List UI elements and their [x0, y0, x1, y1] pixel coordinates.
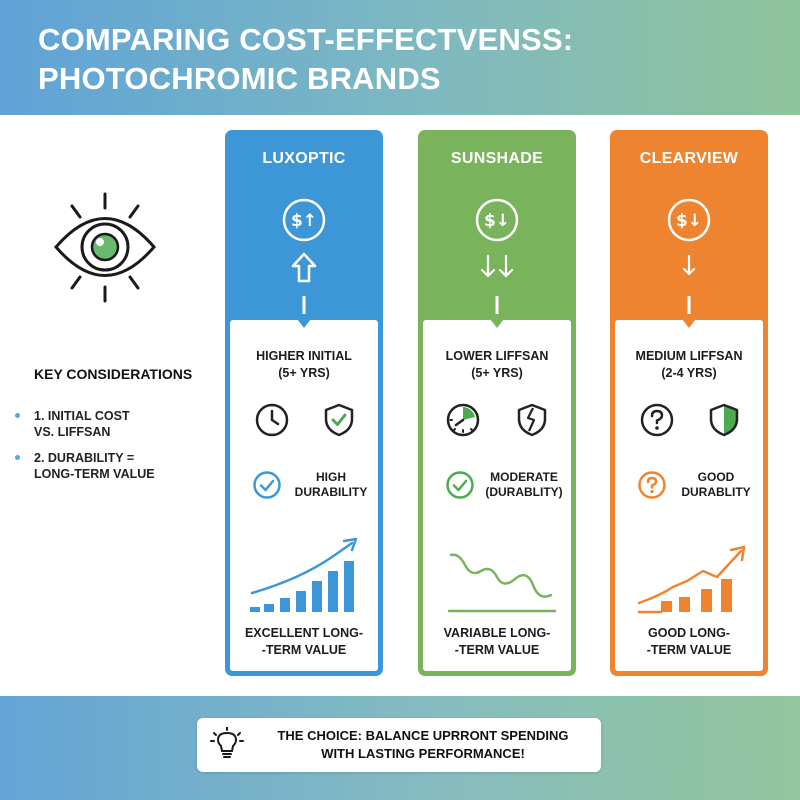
- double-arrow-down-icon: [480, 254, 514, 278]
- lifespan-text: LOWER LIFFSAN (5+ YRS): [445, 349, 549, 380]
- conclusion-text: THE CHOICE: BALANCE UPRRONT SPENDING WIT…: [277, 728, 569, 761]
- rising-bars-chart: [250, 537, 358, 612]
- conclusion-box: THE CHOICE: BALANCE UPRRONT SPENDING WIT…: [197, 718, 601, 772]
- consideration-item: 1. INITIAL COST VS. LIFFSAN: [14, 408, 214, 440]
- question-circle-icon: [640, 403, 674, 437]
- brand-name: LUXOPTIC: [262, 150, 346, 167]
- cost-down-icon: $↓: [475, 198, 519, 242]
- key-considerations-title: KEY CONSIDERATIONS: [34, 366, 193, 382]
- feature-icons: [423, 398, 571, 442]
- card-body: HIGHER INITIAL (5+ YRS) HIGH DURABILITY: [230, 319, 378, 671]
- pie-clock-icon: [446, 403, 480, 437]
- notch-pointer: [490, 319, 504, 328]
- connector-line: [302, 296, 306, 314]
- check-circle-icon: [253, 471, 281, 499]
- card-body: LOWER LIFFSAN (5+ YRS) MODERATE (DURABLI…: [423, 319, 571, 671]
- check-circle-icon: [446, 471, 474, 499]
- feature-icons: [615, 398, 763, 442]
- header-banner: COMPARING COST-EFFECTVENSS: PHOTOCHROMIC…: [0, 0, 800, 115]
- cracked-shield-icon: [517, 403, 547, 437]
- svg-text:$↓: $↓: [484, 211, 510, 231]
- svg-text:$↑: $↑: [291, 211, 317, 231]
- value-text: VARIABLE LONG- -TERM VALUE: [443, 626, 551, 657]
- durability-text: GOOD DURABLITY: [681, 470, 751, 499]
- notch-pointer: [682, 319, 696, 328]
- eye-icon: [54, 192, 156, 303]
- card-header: CLEARVIEW $↓: [610, 130, 768, 320]
- lifespan-text: MEDIUM LIFFSAN (2-4 YRS): [635, 349, 743, 380]
- card-body: MEDIUM LIFFSAN (2-4 YRS) GOOD DURABLITY: [615, 319, 763, 671]
- lifespan-text: HIGHER INITIAL (5+ YRS): [256, 349, 352, 380]
- value-text: EXCELLENT LONG- -TERM VALUE: [244, 626, 364, 657]
- brand-card-luxoptic: LUXOPTIC $↑ HIGHER INITIAL (5+ YRS) HI: [225, 130, 383, 676]
- question-circle-icon: [638, 471, 666, 499]
- brand-name: SUNSHADE: [450, 150, 544, 167]
- connector-line: [687, 296, 691, 314]
- value-text: GOOD LONG- -TERM VALUE: [646, 626, 732, 657]
- svg-text:$↓: $↓: [676, 211, 702, 231]
- rising-bars-chart: [637, 545, 746, 614]
- brand-card-clearview: CLEARVIEW $↓ MEDIUM LIFFSAN (2-4 YRS): [610, 130, 768, 676]
- durability-text: MODERATE (DURABLITY): [485, 470, 563, 499]
- cost-down-icon: $↓: [667, 198, 711, 242]
- card-header: LUXOPTIC $↑: [225, 130, 383, 320]
- brand-card-sunshade: SUNSHADE $↓ LOWER LIFFSAN (5+ YRS): [418, 130, 576, 676]
- clock-icon: [255, 403, 289, 437]
- arrow-up-icon: [291, 252, 317, 283]
- cost-up-icon: $↑: [282, 198, 326, 242]
- half-shield-icon: [709, 403, 739, 437]
- shield-check-icon: [324, 403, 354, 437]
- brand-name: CLEARVIEW: [639, 150, 739, 167]
- notch-pointer: [297, 319, 311, 328]
- consideration-item: 2. DURABILITY = LONG-TERM VALUE: [14, 450, 214, 482]
- wavy-line-chart: [447, 553, 557, 613]
- footer-banner: THE CHOICE: BALANCE UPRRONT SPENDING WIT…: [0, 696, 800, 800]
- feature-icons: [230, 398, 378, 442]
- connector-line: [495, 296, 499, 314]
- arrow-down-icon: [682, 254, 696, 276]
- page-title: COMPARING COST-EFFECTVENSS: PHOTOCHROMIC…: [38, 22, 574, 96]
- lightbulb-icon: [210, 727, 244, 758]
- durability-text: HIGH DURABILITY: [294, 470, 368, 499]
- card-header: SUNSHADE $↓: [418, 130, 576, 320]
- key-considerations-list: 1. INITIAL COST VS. LIFFSAN 2. DURABILIT…: [14, 408, 214, 492]
